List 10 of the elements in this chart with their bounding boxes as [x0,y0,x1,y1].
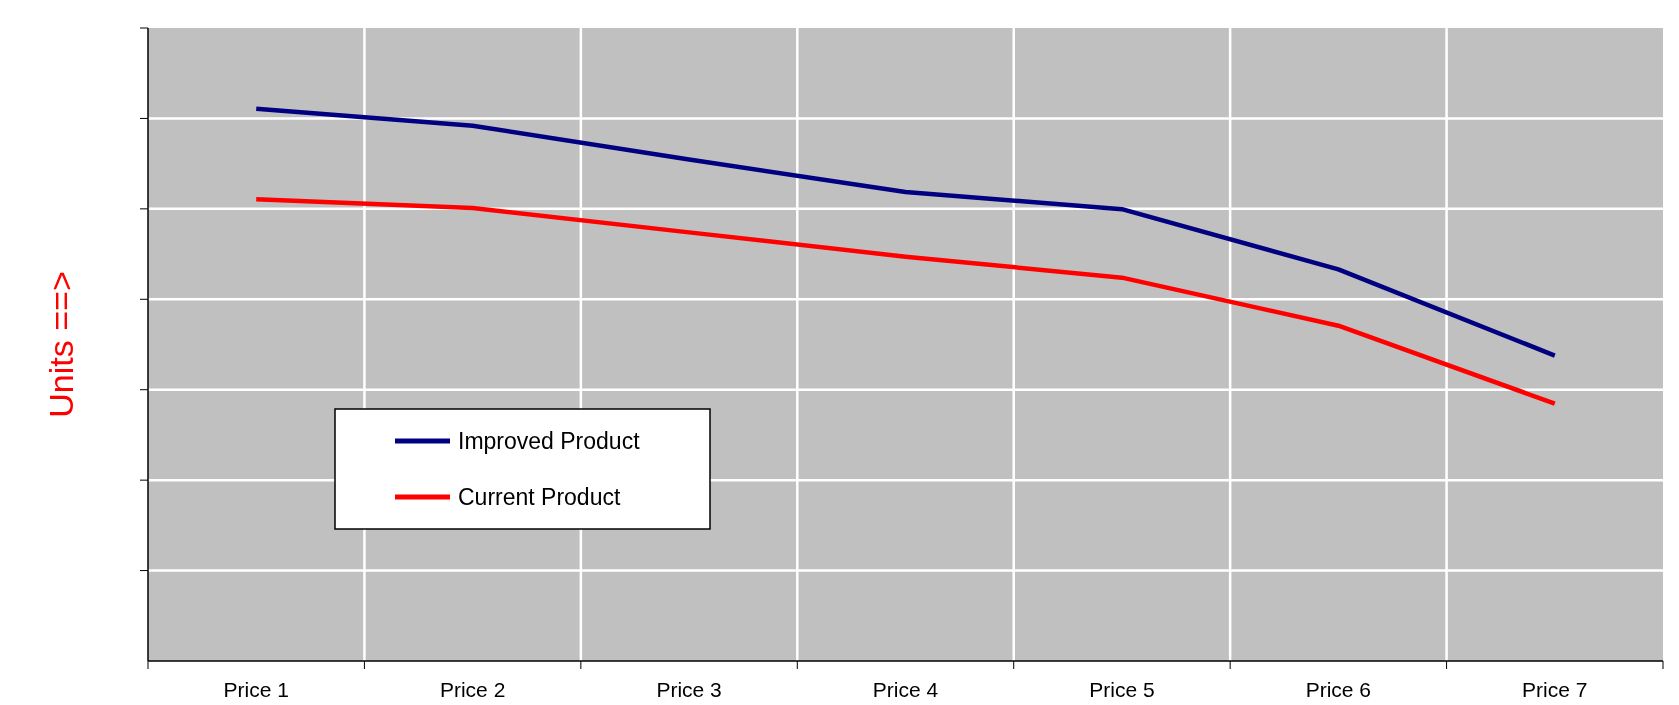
x-tick-label: Price 4 [872,678,939,701]
y-axis-title: Units ==> [42,271,80,418]
x-tick-label: Price 1 [223,678,289,701]
x-tick-label: Price 6 [1305,678,1372,701]
x-tick-label: Price 5 [1089,678,1155,701]
legend-label: Current Product [458,484,621,510]
legend-label: Improved Product [458,428,641,454]
x-tick-label: Price 7 [1522,678,1588,701]
x-tick-label: Price 2 [439,678,506,701]
x-tick-label: Price 3 [656,678,722,701]
